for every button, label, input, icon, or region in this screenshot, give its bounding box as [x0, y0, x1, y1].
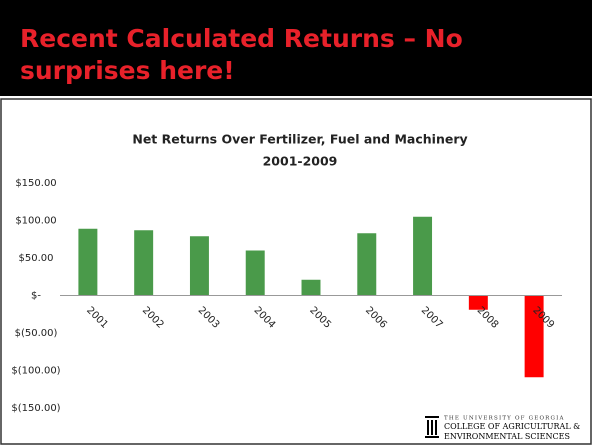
- bar: [524, 295, 544, 378]
- y-tick-label: $150.00: [15, 178, 56, 189]
- chart-title: Net Returns Over Fertilizer, Fuel and Ma…: [132, 132, 467, 147]
- logo-text: ENVIRONMENTAL SCIENCES: [444, 432, 570, 441]
- slide-title: surprises here!: [20, 56, 235, 85]
- bar: [189, 236, 209, 296]
- bar: [468, 295, 488, 310]
- content-border: [0, 98, 592, 445]
- logo-icon: [427, 420, 429, 435]
- logo: THE UNIVERSITY OF GEORGIA COLLEGE OF AGR…: [425, 416, 580, 441]
- y-tick-label: $(150.00): [11, 403, 60, 414]
- logo-icon: [425, 436, 439, 438]
- logo-text: COLLEGE OF AGRICULTURAL &: [444, 422, 580, 431]
- y-tick-label: $-: [31, 291, 41, 302]
- bar: [357, 233, 377, 296]
- logo-icon: [431, 420, 433, 435]
- bar: [413, 216, 433, 296]
- logo-icon: [425, 416, 439, 418]
- y-tick-label: $100.00: [15, 216, 56, 227]
- y-tick-label: $(100.00): [11, 366, 60, 377]
- bar: [245, 250, 265, 296]
- bar: [134, 230, 154, 296]
- bar: [301, 279, 321, 296]
- chart-subtitle: 2001-2009: [263, 154, 338, 169]
- y-tick-label: $(50.00): [15, 328, 58, 339]
- bar: [78, 228, 98, 296]
- logo-icon: [435, 420, 437, 435]
- slide-title: Recent Calculated Returns – No: [20, 24, 463, 53]
- header-band: [0, 0, 592, 96]
- y-tick-label: $50.00: [19, 253, 54, 264]
- logo-text: THE UNIVERSITY OF GEORGIA: [444, 416, 565, 422]
